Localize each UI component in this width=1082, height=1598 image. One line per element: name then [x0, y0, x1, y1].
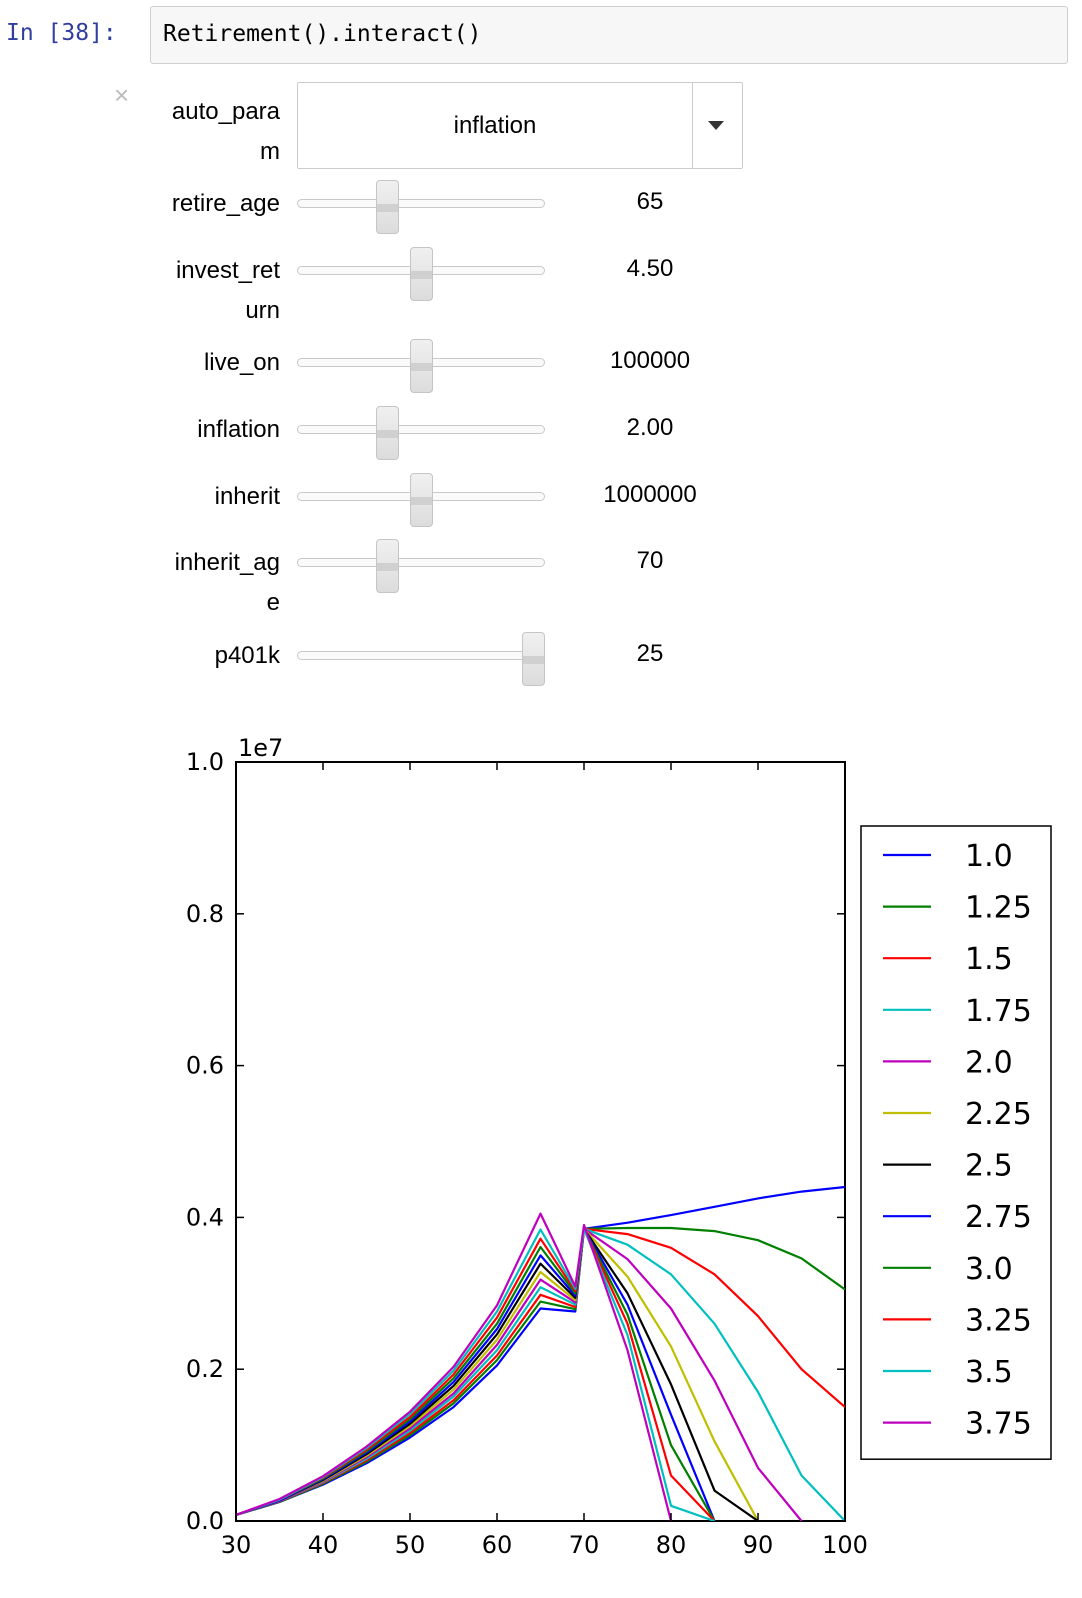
invest-return-label-line1: invest_ret — [175, 257, 280, 284]
legend-label-3: 1.75 — [965, 994, 1032, 1029]
legend-label-7: 2.75 — [965, 1200, 1032, 1235]
inherit-age-slider-handle[interactable] — [375, 539, 399, 593]
legend-label-4: 2.0 — [965, 1045, 1013, 1080]
plot-frame — [235, 761, 846, 1522]
auto-param-label-line2: m — [260, 138, 280, 165]
legend-label-9: 3.25 — [965, 1303, 1032, 1338]
p401k-label-line1: p401k — [214, 642, 280, 669]
x-tick-label-6: 90 — [743, 1531, 774, 1559]
auto-param-dropdown[interactable]: inflation — [297, 82, 743, 169]
retire-age-slider-handle[interactable] — [375, 180, 399, 234]
retire-age-label: retire_age — [172, 184, 280, 224]
live-on-label: live_on — [204, 343, 280, 383]
retirement-chart: 30 40 50 60 70 80 90 100 0.0 0.2 0.4 0.6 0.8 1.0 1e7 1.… — [186, 734, 1052, 1559]
dropdown-divider — [692, 83, 693, 168]
p401k-slider-handle[interactable] — [522, 632, 545, 686]
p401k-label: p401k — [215, 636, 280, 676]
y-tick-label-4: 0.8 — [186, 900, 224, 928]
legend-label-1: 1.25 — [965, 891, 1032, 926]
close-widget-icon[interactable]: × — [114, 80, 130, 110]
y-tick-label-1: 0.2 — [186, 1355, 224, 1383]
series-line-11 — [236, 1212, 673, 1521]
code-text: Retirement().interact() — [163, 21, 482, 47]
inflation-slider-track[interactable] — [297, 425, 545, 434]
inherit-label-line1: inherit — [214, 483, 280, 510]
legend-label-10: 3.5 — [965, 1355, 1013, 1390]
y-tick-label-2: 0.4 — [186, 1203, 224, 1231]
inflation-slider-handle[interactable] — [375, 406, 399, 460]
x-tick-label-4: 70 — [569, 1531, 600, 1559]
inherit-age-label-line2: e — [266, 589, 280, 616]
invest-return-slider-handle[interactable] — [409, 247, 433, 301]
invest-return-value: 4.50 — [626, 255, 674, 282]
x-tick-label-5: 80 — [656, 1531, 687, 1559]
code-cell-input[interactable]: Retirement().interact() — [150, 6, 1068, 64]
live-on-slider-handle[interactable] — [409, 339, 433, 393]
legend-label-6: 2.5 — [965, 1149, 1013, 1184]
inflation-label: inflation — [197, 410, 280, 450]
auto-param-label-line1: auto_para — [171, 98, 280, 125]
auto-param-label: auto_para m — [172, 92, 280, 172]
x-tick-label-7: 100 — [822, 1531, 868, 1559]
live-on-label-line1: live_on — [203, 349, 280, 376]
y-offset-label: 1e7 — [238, 734, 283, 762]
retire-age-slider-track[interactable] — [297, 199, 545, 208]
legend-label-0: 1.0 — [965, 839, 1013, 874]
invest-return-label-line2: urn — [245, 297, 280, 324]
y-tick-label-0: 0.0 — [186, 1507, 224, 1535]
legend-label-11: 3.75 — [965, 1407, 1032, 1442]
x-tick-label-0: 30 — [221, 1531, 252, 1559]
x-tick-label-2: 50 — [395, 1531, 426, 1559]
dropdown-selected-value: inflation — [453, 112, 537, 139]
live-on-value: 100000 — [609, 347, 691, 374]
legend-label-5: 2.25 — [965, 1097, 1032, 1132]
inflation-value: 2.00 — [626, 414, 674, 441]
inherit-age-label-line1: inherit_ag — [174, 549, 280, 576]
cell-prompt: In [38]: — [6, 20, 117, 46]
inherit-age-value: 70 — [636, 547, 664, 574]
chevron-down-icon[interactable] — [708, 121, 724, 130]
y-tick-label-5: 1.0 — [186, 748, 224, 776]
legend-box — [860, 825, 1052, 1460]
y-tick-label-3: 0.6 — [186, 1052, 224, 1080]
p401k-slider-track[interactable] — [297, 651, 545, 660]
retire-age-label-line1: retire_age — [171, 190, 280, 217]
retire-age-value: 65 — [636, 188, 664, 215]
inflation-label-line1: inflation — [197, 416, 280, 443]
inherit-slider-handle[interactable] — [409, 473, 433, 527]
inherit-label: inherit — [215, 477, 280, 517]
p401k-value: 25 — [636, 640, 664, 667]
legend-label-8: 3.0 — [965, 1252, 1013, 1287]
x-tick-label-1: 40 — [308, 1531, 339, 1559]
legend-label-2: 1.5 — [965, 942, 1013, 977]
x-tick-label-3: 60 — [482, 1531, 513, 1559]
inherit-value: 1000000 — [603, 481, 697, 508]
inherit-age-slider-track[interactable] — [297, 558, 545, 567]
